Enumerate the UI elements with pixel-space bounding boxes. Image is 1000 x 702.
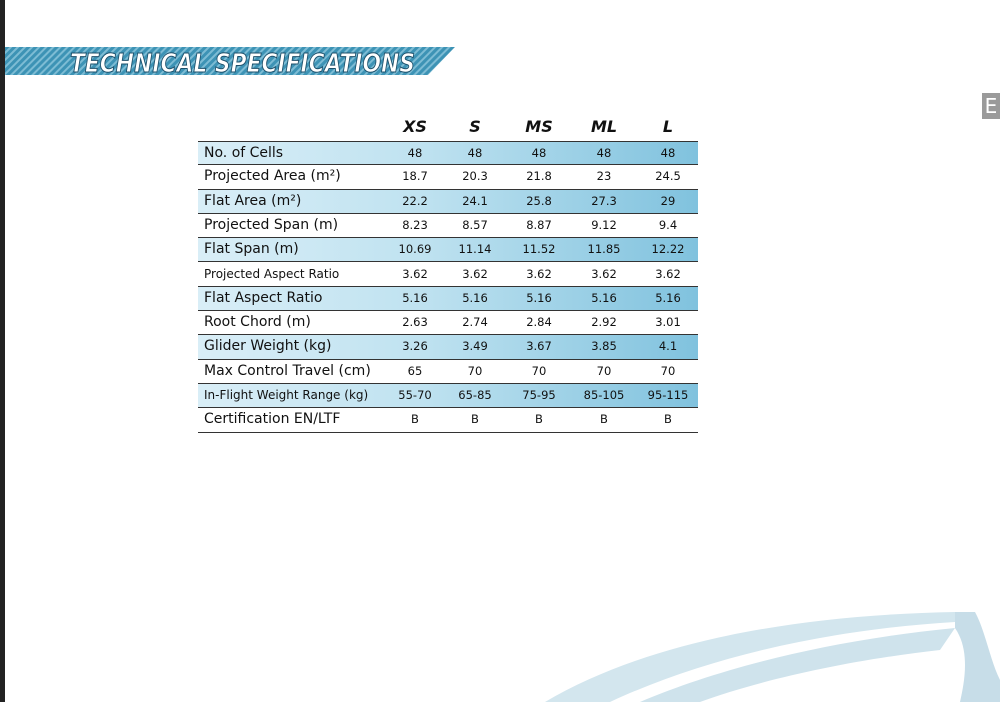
table-row: Projected Span (m) 8.23 8.57 8.87 9.12 9.4 — [198, 214, 698, 239]
row-label: In-Flight Weight Range (kg) — [204, 388, 369, 402]
cell-value: 75-95 — [522, 388, 556, 402]
cell-value: 70 — [531, 363, 547, 378]
cell-value: 5.16 — [655, 290, 681, 305]
cell-value: 3.62 — [655, 266, 681, 281]
cell-value: 2.74 — [462, 315, 488, 330]
cell-value: 21.8 — [526, 169, 552, 184]
cell-value: 5.16 — [462, 290, 488, 305]
cell-value: 18.7 — [402, 169, 428, 184]
cell-value: 48 — [596, 146, 612, 160]
row-label: Projected Aspect Ratio — [204, 266, 340, 281]
table-row: Glider Weight (kg) 3.26 3.49 3.67 3.85 4.1 — [198, 335, 698, 360]
cell-value: 25.8 — [526, 193, 552, 208]
cell-value: 70 — [596, 363, 612, 378]
table-row: Projected Area (m²) 18.7 20.3 21.8 23 24.5 — [198, 165, 698, 190]
table-row: Max Control Travel (cm) 65 70 70 70 70 — [198, 360, 698, 384]
table-row: Flat Span (m) 10.69 11.14 11.52 11.85 12.22 — [198, 238, 698, 263]
cell-value: B — [600, 412, 608, 427]
cell-value: 2.63 — [402, 315, 428, 330]
cell-value: 29 — [660, 193, 676, 208]
cell-value: 3.85 — [591, 339, 617, 354]
table-row: No. of Cells 48 48 48 48 48 — [198, 141, 698, 166]
cell-value: 3.49 — [462, 339, 488, 354]
cell-value: 48 — [531, 146, 547, 160]
cell-value: 70 — [467, 363, 483, 378]
cell-value: 23 — [596, 169, 612, 184]
row-label: Certification EN/LTF — [204, 411, 341, 428]
row-label: Flat Span (m) — [204, 241, 299, 258]
cell-value: 3.62 — [402, 266, 428, 281]
table-row: Root Chord (m) 2.63 2.74 2.84 2.92 3.01 — [198, 311, 698, 336]
table-row: Flat Aspect Ratio 5.16 5.16 5.16 5.16 5.16 — [198, 286, 698, 312]
cell-value: 65-85 — [458, 388, 492, 402]
row-label: No. of Cells — [204, 145, 284, 161]
cell-value: 5.16 — [526, 290, 552, 305]
row-label: Flat Aspect Ratio — [204, 289, 323, 306]
row-label: Flat Area (m²) — [204, 192, 302, 209]
table-row: Flat Area (m²) 22.2 24.1 25.8 27.3 29 — [198, 189, 698, 214]
cell-value: 2.92 — [591, 315, 617, 330]
row-label: Max Control Travel (cm) — [204, 362, 371, 379]
cell-value: 12.22 — [651, 242, 685, 257]
cell-value: B — [664, 412, 672, 427]
cell-value: 22.2 — [402, 193, 428, 208]
column-header: S — [469, 117, 481, 136]
cell-value: 48 — [467, 146, 483, 160]
cell-value: 3.62 — [526, 266, 552, 281]
column-header: XS — [403, 117, 427, 136]
cell-value: 4.1 — [658, 339, 678, 354]
cell-value: 9.12 — [591, 217, 617, 232]
cell-value: 24.1 — [462, 193, 488, 208]
cell-value: 11.14 — [458, 242, 492, 257]
cell-value: 3.62 — [462, 266, 488, 281]
cell-value: 11.52 — [522, 242, 556, 257]
table-row: In-Flight Weight Range (kg) 55-70 65-85 75-… — [198, 384, 698, 409]
column-header: ML — [590, 117, 618, 136]
cell-value: 55-70 — [398, 388, 432, 402]
row-label: Projected Span (m) — [204, 216, 339, 233]
cell-value: 3.26 — [402, 339, 428, 354]
row-label: Glider Weight (kg) — [204, 338, 332, 355]
cell-value: 8.23 — [402, 217, 428, 232]
cell-value: 5.16 — [402, 290, 428, 305]
cell-value: 65 — [407, 363, 423, 378]
cell-value: 48 — [407, 146, 423, 160]
cell-value: 95-115 — [647, 388, 689, 402]
cell-value: 3.67 — [526, 339, 552, 354]
side-tab: E — [982, 93, 1000, 119]
table-row: Certification EN/LTF B B B B B — [198, 408, 698, 433]
cell-value: 11.85 — [587, 242, 621, 257]
cell-value: B — [535, 412, 543, 427]
cell-value: 8.87 — [526, 217, 552, 232]
cell-value: 10.69 — [398, 242, 432, 257]
cell-value: 20.3 — [462, 169, 488, 184]
cell-value: 2.84 — [526, 315, 552, 330]
row-label: Root Chord (m) — [204, 314, 311, 331]
title: TECHNICAL SPECIFICATIONS — [70, 49, 415, 79]
cell-value: 85-105 — [583, 388, 625, 402]
cell-value: B — [411, 412, 419, 427]
cell-value: 8.57 — [462, 217, 488, 232]
cell-value: 70 — [660, 363, 676, 378]
cell-value: 9.4 — [658, 217, 678, 232]
cell-value: 3.62 — [591, 266, 617, 281]
table-row: Projected Aspect Ratio 3.62 3.62 3.62 3.62 3.… — [198, 263, 698, 287]
cell-value: 5.16 — [591, 290, 617, 305]
cell-value: 27.3 — [591, 193, 617, 208]
cell-value: 3.01 — [655, 315, 681, 330]
cell-value: B — [471, 412, 479, 427]
column-header: MS — [525, 117, 553, 136]
column-header: L — [662, 117, 674, 136]
row-label: Projected Area (m²) — [204, 168, 341, 185]
cell-value: 48 — [660, 146, 676, 160]
cell-value: 24.5 — [655, 169, 681, 184]
